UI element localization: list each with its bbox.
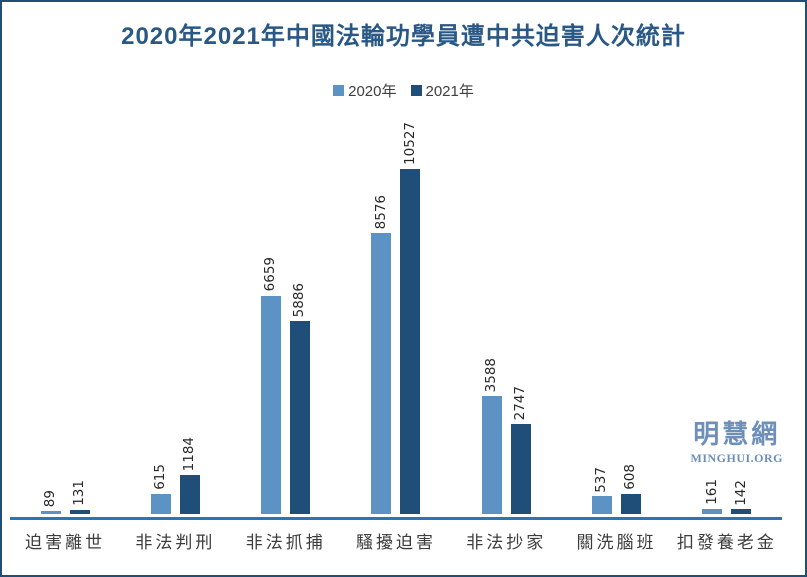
bar-column-2021年: 10527 bbox=[400, 122, 421, 514]
bar-value-label: 537 bbox=[593, 466, 610, 493]
plot-area: 89 131 615 1184 6659 5886 8576 10527 3588 2747 537… bbox=[10, 122, 782, 514]
x-axis-line bbox=[10, 517, 782, 520]
category-label: 關洗腦班 bbox=[576, 533, 657, 552]
bar-column-2021年: 608 bbox=[621, 464, 642, 514]
bar-2020年 bbox=[150, 493, 171, 514]
bar-column-2020年: 8576 bbox=[371, 194, 392, 514]
bar-2021年 bbox=[621, 494, 642, 514]
bar-2020年 bbox=[481, 396, 502, 514]
bar-column-2020年: 6659 bbox=[261, 257, 282, 514]
bar-value-label: 89 bbox=[41, 489, 58, 508]
bar-value-label: 1184 bbox=[181, 436, 198, 472]
bar-2021年 bbox=[510, 423, 531, 514]
minghui-watermark: 明慧網 MINGHUI.ORG bbox=[691, 422, 784, 466]
bar-column-2020年: 161 bbox=[702, 478, 723, 514]
bar-2020年 bbox=[371, 232, 392, 514]
legend-swatch-2021-icon bbox=[410, 85, 422, 96]
category-label: 非法抄家 bbox=[466, 533, 547, 552]
bar-2020年 bbox=[40, 511, 61, 514]
legend-item-2021: 2021年 bbox=[410, 80, 474, 101]
chart-title: 2020年2021年中國法輪功學員遭中共迫害人次統計 bbox=[121, 23, 686, 50]
bar-column-2020年: 3588 bbox=[481, 358, 502, 514]
bar-value-label: 3588 bbox=[483, 358, 500, 393]
bar-column-2021年: 1184 bbox=[179, 436, 200, 514]
bar-group: 6659 5886 bbox=[231, 122, 341, 514]
bar-2021年 bbox=[69, 509, 90, 514]
bar-value-label: 615 bbox=[152, 464, 169, 490]
watermark-latin-text: MINGHUI.ORG bbox=[690, 451, 783, 465]
legend-item-2020: 2020年 bbox=[333, 80, 397, 101]
bar-group: 161 142 bbox=[672, 122, 782, 514]
bar-2020年 bbox=[592, 496, 613, 514]
bar-2021年 bbox=[290, 321, 311, 514]
bar-column-2021年: 131 bbox=[69, 479, 90, 514]
bar-value-label: 8576 bbox=[372, 194, 389, 229]
bar-column-2021年: 2747 bbox=[510, 385, 531, 514]
category-label: 非法判刑 bbox=[135, 533, 216, 552]
legend: 2020年 2021年 bbox=[2, 80, 805, 101]
legend-label-2021: 2021年 bbox=[425, 83, 474, 100]
bar-group: 615 1184 bbox=[120, 122, 230, 514]
bar-value-label: 131 bbox=[70, 479, 87, 506]
bar-group: 89 131 bbox=[10, 122, 120, 514]
bar-2020年 bbox=[261, 295, 282, 514]
category-label: 非法抓捕 bbox=[245, 533, 326, 552]
legend-label-2020: 2020年 bbox=[348, 83, 397, 100]
bar-column-2020年: 615 bbox=[150, 464, 171, 514]
bar-value-label: 6659 bbox=[262, 257, 279, 292]
bar-group: 8576 10527 bbox=[341, 122, 451, 514]
bar-column-2020年: 89 bbox=[40, 489, 61, 514]
bar-2021年 bbox=[400, 169, 421, 514]
bar-group: 537 608 bbox=[561, 122, 671, 514]
bar-2021年 bbox=[179, 475, 200, 514]
category-label: 扣發養老金 bbox=[676, 533, 777, 552]
category-axis: 迫害離世 非法判刑 非法抓捕 騷擾迫害 非法抄家 關洗腦班 扣發養老金 bbox=[10, 528, 782, 553]
bar-column-2020年: 537 bbox=[592, 466, 613, 514]
bar-value-label: 10527 bbox=[401, 122, 418, 165]
category-label: 迫害離世 bbox=[25, 533, 106, 552]
bar-group: 3588 2747 bbox=[451, 122, 561, 514]
bar-column-2021年: 5886 bbox=[290, 282, 311, 514]
bar-2020年 bbox=[702, 508, 723, 514]
bar-value-label: 142 bbox=[732, 479, 749, 506]
bar-value-label: 5886 bbox=[291, 282, 308, 318]
legend-swatch-2020-icon bbox=[333, 85, 345, 96]
watermark-cjk-text: 明慧網 bbox=[693, 420, 781, 449]
bar-value-label: 161 bbox=[703, 478, 720, 505]
bar-column-2021年: 142 bbox=[731, 479, 752, 514]
bar-value-label: 2747 bbox=[512, 385, 529, 420]
bar-2021年 bbox=[731, 509, 752, 514]
bar-value-label: 608 bbox=[622, 464, 639, 491]
category-label: 騷擾迫害 bbox=[355, 533, 436, 552]
